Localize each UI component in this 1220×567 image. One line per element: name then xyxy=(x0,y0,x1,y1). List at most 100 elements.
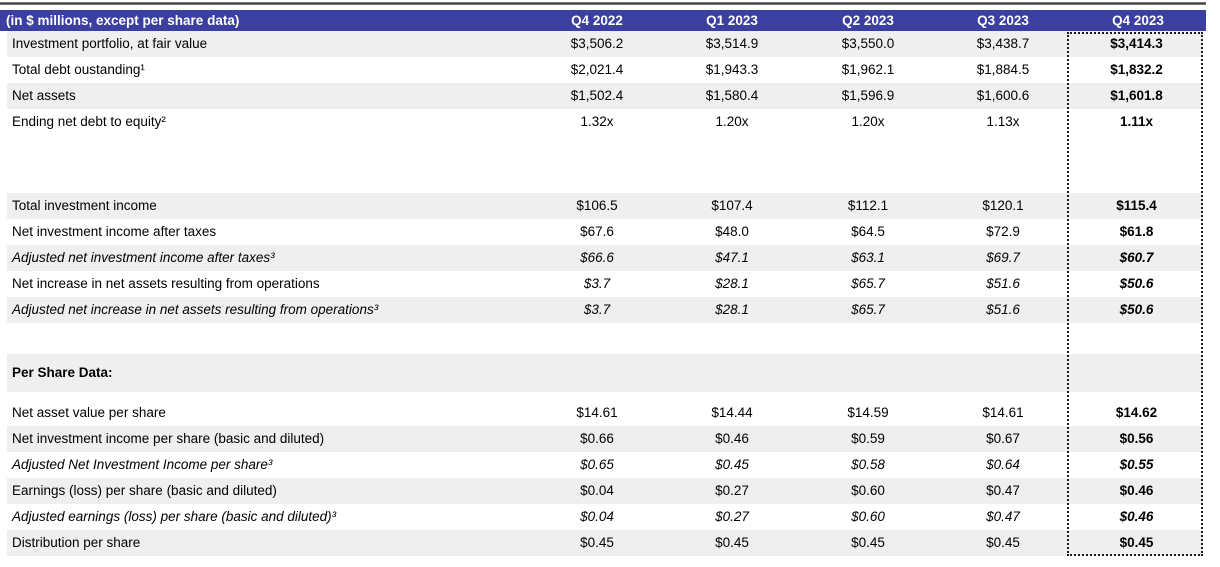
row-label: Distribution per share xyxy=(12,535,141,550)
cell-value-highlighted: $0.55 xyxy=(1119,457,1154,472)
cell-value: $0.59 xyxy=(851,431,885,446)
cell-value-highlighted: $61.8 xyxy=(1119,224,1154,239)
cell-value-highlighted: $0.46 xyxy=(1119,483,1154,498)
cell-value: $120.1 xyxy=(982,198,1024,213)
row-label: Net increase in net assets resulting fro… xyxy=(12,276,320,291)
cell-value-highlighted: $1,601.8 xyxy=(1110,88,1163,103)
cell-value: $1,502.4 xyxy=(570,88,624,103)
cell-value: $3,506.2 xyxy=(570,36,624,51)
row-label: Adjusted earnings (loss) per share (basi… xyxy=(12,509,337,524)
cell-value: 1.20x xyxy=(851,114,885,129)
cell-value: $1,600.6 xyxy=(976,88,1030,103)
table-row-nav-per-share: Net asset value per share $14.61 $14.44 … xyxy=(7,400,1203,426)
cell-value: $14.59 xyxy=(847,405,889,420)
cell-value: $0.67 xyxy=(986,431,1020,446)
cell-value: $1,596.9 xyxy=(841,88,895,103)
cell-value-highlighted: 1.11x xyxy=(1119,114,1154,129)
cell-value-highlighted: $14.62 xyxy=(1115,405,1158,420)
cell-value-highlighted: $60.7 xyxy=(1119,250,1154,265)
cell-value: 1.32x xyxy=(580,114,614,129)
row-label: Adjusted net investment income after tax… xyxy=(12,250,275,265)
cell-value: $28.1 xyxy=(715,276,749,291)
table-row-net-investment-income: Net investment income after taxes $67.6 … xyxy=(7,219,1203,245)
cell-value: $65.7 xyxy=(851,302,885,317)
cell-value: $51.6 xyxy=(986,276,1020,291)
cell-value: $69.7 xyxy=(986,250,1020,265)
cell-value-highlighted: $0.46 xyxy=(1119,509,1154,524)
row-label: Earnings (loss) per share (basic and dil… xyxy=(12,483,277,498)
table-row-investment-portfolio: Investment portfolio, at fair value $3,5… xyxy=(7,31,1203,57)
cell-value: $0.27 xyxy=(715,509,749,524)
cell-value: $0.45 xyxy=(986,535,1020,550)
cell-value: $72.9 xyxy=(986,224,1020,239)
column-header-q2-2023: Q2 2023 xyxy=(842,13,894,28)
cell-value-highlighted: $3,414.3 xyxy=(1110,36,1163,51)
cell-value: $0.45 xyxy=(715,457,749,472)
cell-value-highlighted: $50.6 xyxy=(1119,302,1154,317)
row-label: Adjusted net increase in net assets resu… xyxy=(12,302,379,317)
cell-value: $3,550.0 xyxy=(841,36,895,51)
table-row-distribution-per-share: Distribution per share $0.45 $0.45 $0.45… xyxy=(7,530,1203,556)
cell-value: $0.58 xyxy=(851,457,885,472)
cell-value: $67.6 xyxy=(580,224,614,239)
row-label: Total investment income xyxy=(12,198,157,213)
cell-value: $106.5 xyxy=(576,198,618,213)
cell-value: $0.45 xyxy=(715,535,749,550)
cell-value: $65.7 xyxy=(851,276,885,291)
cell-value: $0.47 xyxy=(986,509,1020,524)
cell-value: $0.27 xyxy=(715,483,749,498)
row-label: Adjusted Net Investment Income per share… xyxy=(12,457,273,472)
row-label: Net asset value per share xyxy=(12,405,166,420)
cell-value: $0.45 xyxy=(851,535,885,550)
cell-value: $0.47 xyxy=(986,483,1020,498)
row-label: Ending net debt to equity² xyxy=(12,114,166,129)
cell-value: $47.1 xyxy=(715,250,749,265)
table-row-adjusted-nii-per-share: Adjusted Net Investment Income per share… xyxy=(7,452,1203,478)
cell-value: $1,580.4 xyxy=(705,88,759,103)
cell-value: $0.66 xyxy=(580,431,614,446)
cell-value: $3.7 xyxy=(583,276,611,291)
cell-value: $51.6 xyxy=(986,302,1020,317)
cell-value: $14.61 xyxy=(982,405,1024,420)
table-body: Investment portfolio, at fair value $3,5… xyxy=(7,31,1203,556)
cell-value: $0.46 xyxy=(715,431,749,446)
column-header-q4-2023: Q4 2023 xyxy=(1112,13,1164,28)
column-header-q3-2023: Q3 2023 xyxy=(977,13,1029,28)
cell-value: $1,962.1 xyxy=(841,62,895,77)
cell-value: $64.5 xyxy=(851,224,885,239)
section-gap xyxy=(7,135,1203,193)
cell-value: $48.0 xyxy=(715,224,749,239)
cell-value: $1,884.5 xyxy=(976,62,1030,77)
table-row-nii-per-share: Net investment income per share (basic a… xyxy=(7,426,1203,452)
section-gap xyxy=(7,323,1203,354)
cell-value: $107.4 xyxy=(711,198,753,213)
cell-value: $3.7 xyxy=(583,302,611,317)
cell-value: $0.04 xyxy=(580,483,614,498)
table-row-net-increase-net-assets: Net increase in net assets resulting fro… xyxy=(7,271,1203,297)
table-row-total-debt: Total debt oustanding¹ $2,021.4 $1,943.3… xyxy=(7,57,1203,83)
section-gap xyxy=(7,392,1203,400)
units-note: (in $ millions, except per share data) xyxy=(6,13,240,28)
cell-value: $0.60 xyxy=(851,483,885,498)
cell-value: $1,943.3 xyxy=(705,62,759,77)
per-share-section-header: Per Share Data: xyxy=(7,354,1203,392)
row-label: Investment portfolio, at fair value xyxy=(12,36,208,51)
row-label: Net investment income after taxes xyxy=(12,224,217,239)
table-row-total-investment-income: Total investment income $106.5 $107.4 $1… xyxy=(7,193,1203,219)
table-row-net-debt-to-equity: Ending net debt to equity² 1.32x 1.20x 1… xyxy=(7,109,1203,135)
cell-value: $0.65 xyxy=(580,457,614,472)
cell-value: $0.64 xyxy=(986,457,1020,472)
cell-value: $3,438.7 xyxy=(976,36,1030,51)
column-header-q4-2022: Q4 2022 xyxy=(571,13,623,28)
cell-value: $0.60 xyxy=(851,509,885,524)
cell-value: $0.04 xyxy=(580,509,614,524)
cell-value: 1.13x xyxy=(986,114,1020,129)
cell-value-highlighted: $1,832.2 xyxy=(1110,62,1163,77)
cell-value: $28.1 xyxy=(715,302,749,317)
table-row-eps: Earnings (loss) per share (basic and dil… xyxy=(7,478,1203,504)
cell-value: $14.61 xyxy=(576,405,618,420)
table-row-adjusted-net-investment-income: Adjusted net investment income after tax… xyxy=(7,245,1203,271)
cell-value-highlighted: $0.45 xyxy=(1119,535,1154,550)
cell-value: $3,514.9 xyxy=(705,36,759,51)
